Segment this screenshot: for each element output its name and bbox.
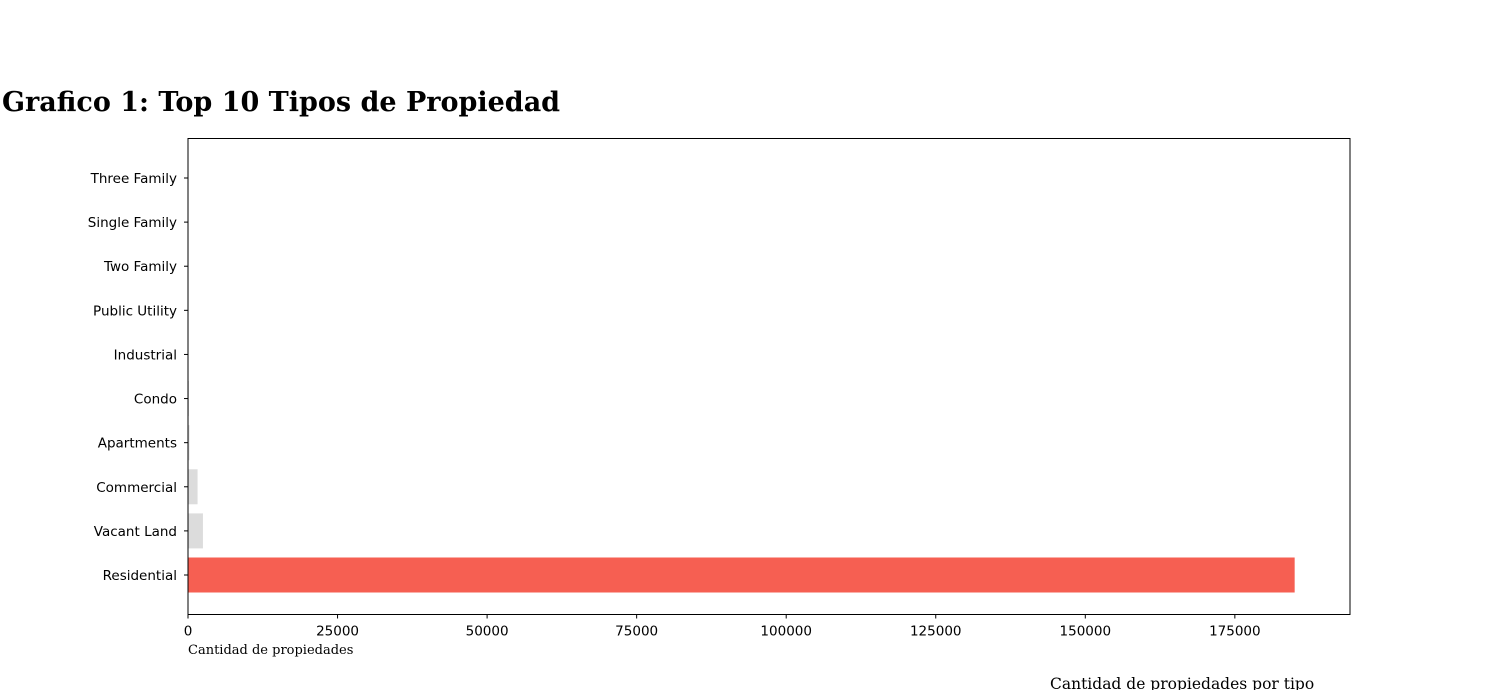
x-axis-label: Cantidad de propiedades [188, 643, 353, 658]
x-tick-label: 150000 [1060, 624, 1112, 640]
bar-vacant-land [188, 513, 203, 549]
x-tick-label: 100000 [760, 624, 812, 640]
x-tick-label: 0 [184, 624, 193, 640]
bar-apartments [188, 425, 190, 461]
bars-layer [188, 160, 1295, 593]
y-tick-label: Public Utility [93, 303, 177, 319]
y-tick-label: Condo [134, 392, 177, 408]
chart-title: Grafico 1: Top 10 Tipos de Propiedad [2, 87, 560, 118]
x-tick-label: 175000 [1209, 624, 1261, 640]
x-axis-ticks: 0 25000 50000 75000 100000 125000 150000 175000 [184, 614, 1261, 640]
y-tick-label: Vacant Land [94, 524, 177, 540]
chart-caption: Cantidad de propiedades por tipo [1050, 675, 1314, 690]
y-tick-label: Single Family [88, 215, 177, 231]
bar-residential [188, 557, 1295, 593]
y-tick-label: Residential [103, 568, 177, 584]
x-tick-label: 125000 [910, 624, 962, 640]
y-tick-label: Three Family [90, 171, 177, 187]
y-tick-label: Industrial [114, 347, 177, 363]
y-tick-label: Apartments [98, 436, 177, 452]
y-axis-ticks: Residential Vacant Land Commercial Apartmen… [88, 171, 188, 584]
x-tick-label: 50000 [466, 624, 509, 640]
plot-frame [187, 138, 1351, 615]
x-tick-label: 25000 [316, 624, 359, 640]
x-tick-label: 75000 [615, 624, 658, 640]
bar-commercial [188, 469, 198, 505]
y-tick-label: Two Family [103, 259, 177, 275]
y-tick-label: Commercial [96, 480, 177, 496]
